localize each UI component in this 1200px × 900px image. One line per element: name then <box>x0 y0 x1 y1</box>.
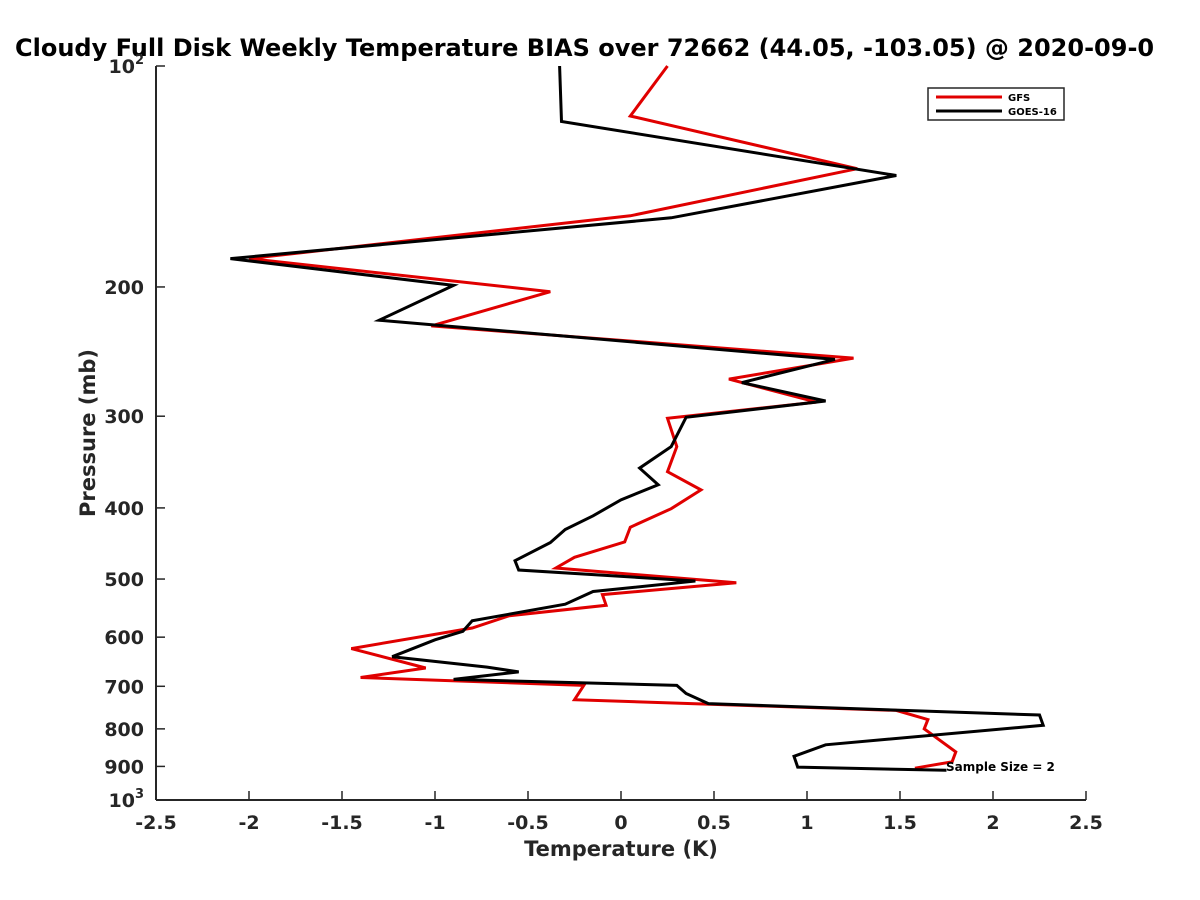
x-tick-label: -1.5 <box>321 812 363 834</box>
y-tick-label: 700 <box>104 676 144 698</box>
chart-title: Cloudy Full Disk Weekly Temperature BIAS… <box>15 34 1154 62</box>
y-axis-label: Pressure (mb) <box>76 349 100 517</box>
y-tick-label: 900 <box>104 756 144 778</box>
x-tick-label: -2.5 <box>135 812 177 834</box>
legend: GFS GOES-16 <box>927 87 1065 121</box>
x-tick-label: 0.5 <box>697 812 731 834</box>
y-tick-label: 500 <box>104 569 144 591</box>
x-tick-label: 1.5 <box>883 812 917 834</box>
x-tick-label: 2 <box>986 812 999 834</box>
x-tick-label: -0.5 <box>507 812 549 834</box>
axes <box>155 66 1086 801</box>
x-tick-label: -1 <box>424 812 445 834</box>
y-tick-label: 800 <box>104 719 144 741</box>
y-tick-label: 200 <box>104 277 144 299</box>
y-tick-label: 103 <box>109 787 145 812</box>
y-tick-label: 400 <box>104 498 144 520</box>
x-axis-label: Temperature (K) <box>524 837 718 861</box>
legend-label-gfs: GFS <box>1008 93 1030 104</box>
x-tick-label: 1 <box>800 812 813 834</box>
x-ticks: -2.5 -2 -1.5 -1 -0.5 0 0.5 1 1.5 2 2.5 <box>135 791 1103 834</box>
x-tick-label: 0 <box>614 812 627 834</box>
x-tick-label: -2 <box>238 812 259 834</box>
x-tick-label: 2.5 <box>1069 812 1103 834</box>
sample-size-annotation: Sample Size = 2 <box>946 760 1055 774</box>
legend-label-goes-16: GOES-16 <box>1008 107 1057 118</box>
series-lines <box>230 65 1046 772</box>
legend-box <box>927 87 1065 121</box>
y-tick-label: 102 <box>109 53 145 78</box>
y-ticks: 102 200 300 400 500 600 700 800 900 103 <box>104 53 165 812</box>
series-line-gfs <box>248 65 958 770</box>
series-line-goes-16 <box>230 65 1046 772</box>
y-tick-label: 300 <box>104 406 144 428</box>
y-tick-label: 600 <box>104 627 144 649</box>
